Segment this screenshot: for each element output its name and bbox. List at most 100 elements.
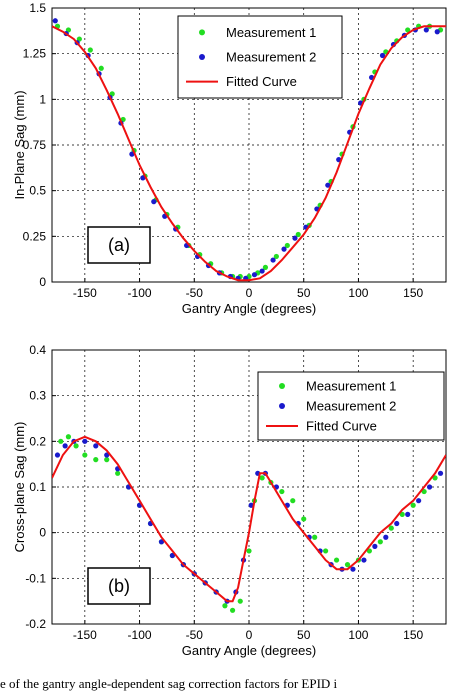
- y-tick-label: 0.4: [29, 343, 46, 357]
- measurement-1-point: [87, 47, 93, 53]
- y-tick-label: 0: [39, 526, 46, 540]
- measurement-1-point: [82, 452, 88, 458]
- y-tick-label: 0.3: [29, 389, 46, 403]
- measurement-1-point: [377, 539, 383, 545]
- measurement-2-point: [62, 443, 68, 449]
- legend-box: [257, 371, 445, 441]
- chart-panel-a: -150 -100 -50 0 50 100 150 0 0.25 0.5 0.75 1 1.25 1.5…: [12, 1, 447, 316]
- y-tick-label: 0.75: [23, 138, 47, 152]
- measurement-2-point: [383, 534, 389, 540]
- y-tick-label: 0.2: [29, 434, 46, 448]
- measurement-2-point: [426, 484, 433, 490]
- x-tick-label: 150: [403, 628, 423, 642]
- x-tick-label: 50: [297, 286, 311, 300]
- x-tick-label: 100: [348, 628, 368, 642]
- y-axis-label: In-Plane Sag (mm): [12, 90, 27, 199]
- measurement-1-point: [73, 443, 79, 449]
- measurement-1-point: [273, 253, 279, 260]
- legend-swatch-marker: [199, 29, 205, 36]
- x-tick-label: -100: [128, 286, 152, 300]
- measurement-1-point: [421, 488, 427, 495]
- measurement-1-point: [237, 598, 243, 604]
- panel-label-box: [87, 226, 151, 264]
- y-tick-label: 1: [39, 92, 46, 106]
- measurement-1-point: [284, 242, 290, 249]
- measurement-2-point: [434, 29, 440, 35]
- measurement-1-point: [246, 548, 252, 554]
- measurement-2-point: [350, 566, 356, 572]
- legend: Measurement 1 Measurement 2 Fitted Curve: [257, 371, 445, 441]
- panel-label: (b): [108, 576, 130, 596]
- y-tick-label: 0: [39, 275, 46, 289]
- fitted-curve-line: [52, 435, 446, 603]
- x-tick-label: -150: [73, 628, 97, 642]
- measurement-1-point: [410, 502, 416, 508]
- measurement-1-point: [104, 457, 110, 463]
- x-tick-label: -50: [186, 628, 204, 642]
- fitted-curve-line: [52, 25, 446, 282]
- legend-label: Measurement 2: [306, 399, 396, 414]
- measurement-1-point: [344, 562, 351, 568]
- measurement-1-point: [98, 65, 104, 71]
- measurement-2-point: [93, 443, 99, 449]
- y-tick-label: -0.2: [25, 617, 46, 631]
- legend-label: Fitted Curve: [226, 74, 297, 89]
- x-tick-label: -150: [73, 286, 97, 300]
- panel-label-box: [87, 567, 151, 605]
- x-tick-label: 100: [348, 286, 368, 300]
- measurement-2-point: [325, 182, 331, 188]
- measurement-2-point: [251, 272, 258, 278]
- figure-caption: e of the gantry angle-dependent sag corr…: [0, 676, 338, 691]
- data-layer: [52, 18, 446, 282]
- panel-label: (a): [108, 235, 130, 255]
- x-tick-label: 50: [297, 628, 311, 642]
- measurement-2-point: [129, 151, 135, 157]
- measurement-1-point: [301, 516, 307, 522]
- measurement-2-point: [140, 175, 146, 181]
- data-layer: [52, 434, 446, 613]
- measurement-1-point: [222, 603, 228, 609]
- measurement-1-point: [323, 548, 329, 554]
- legend-label: Fitted Curve: [306, 419, 377, 434]
- legend-swatch-marker: [279, 383, 285, 389]
- y-tick-label: 0.5: [29, 184, 46, 198]
- x-tick-label: 0: [246, 628, 253, 642]
- measurement-2-point: [361, 557, 367, 563]
- measurement-2-point: [52, 18, 58, 24]
- measurement-2-point: [82, 438, 88, 444]
- measurement-1-point: [229, 607, 236, 613]
- measurement-2-point: [151, 199, 157, 205]
- measurement-1-point: [405, 27, 411, 33]
- measurement-2-point: [158, 539, 165, 545]
- measurement-2-point: [394, 520, 400, 527]
- y-tick-label: 0.1: [29, 480, 46, 494]
- y-tick-label: -0.1: [25, 571, 46, 585]
- measurement-1-point: [312, 534, 318, 540]
- measurement-1-point: [58, 438, 64, 444]
- y-axis-label: Cross-plane Sag (mm): [12, 422, 27, 553]
- measurement-2-point: [372, 543, 378, 549]
- measurement-1-point: [93, 457, 99, 463]
- y-tick-label: 1.25: [23, 47, 47, 61]
- x-tick-label: 0: [246, 286, 253, 300]
- measurement-2-point: [259, 268, 265, 274]
- x-tick-label: -100: [128, 628, 152, 642]
- y-tick-label: 0.25: [23, 229, 47, 243]
- measurement-2-point: [405, 511, 411, 517]
- measurement-1-point: [262, 264, 269, 270]
- measurement-2-point: [292, 235, 298, 241]
- measurement-1-point: [399, 511, 405, 517]
- chart-panel-b: -150 -100 -50 0 50 100 150 -0.2 -0.1 0 0.1 0.2 0.3 0.…: [12, 343, 447, 658]
- measurement-1-point: [115, 470, 121, 476]
- x-tick-label: 150: [403, 286, 423, 300]
- legend-swatch-marker: [279, 403, 285, 409]
- measurement-1-point: [65, 434, 72, 440]
- legend-box: [177, 15, 343, 99]
- measurement-2-point: [169, 552, 175, 559]
- measurement-1-point: [366, 548, 372, 554]
- legend: Measurement 1 Measurement 2 Fitted Curve: [177, 15, 343, 99]
- legend-label: Measurement 1: [226, 25, 316, 40]
- measurement-1-point: [290, 498, 296, 504]
- measurement-2-point: [54, 452, 61, 458]
- x-axis-label: Gantry Angle (degrees): [182, 643, 316, 658]
